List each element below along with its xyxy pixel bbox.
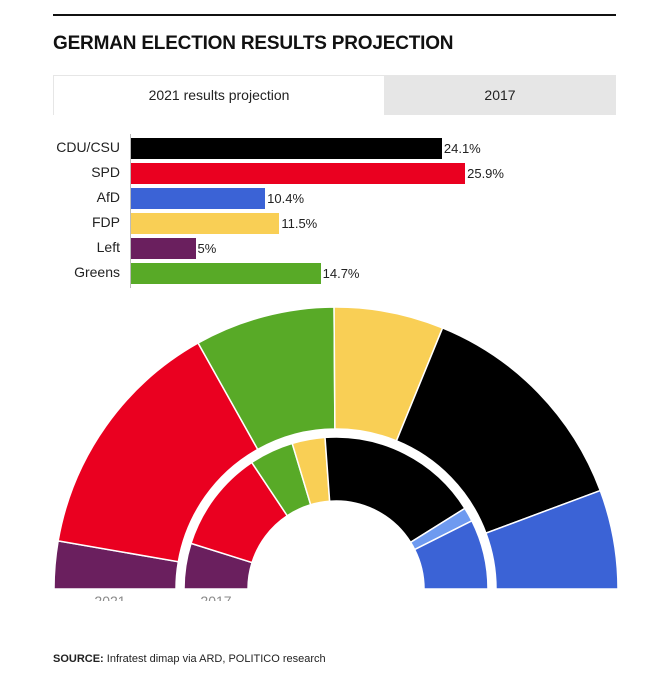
bar (131, 238, 196, 259)
bar-value-label: 10.4% (267, 191, 305, 206)
bar-row: FDP 11.5% (0, 210, 667, 234)
page-title: GERMAN ELECTION RESULTS PROJECTION (53, 33, 454, 54)
tab-bar: 2021 results projection 2017 (53, 75, 616, 115)
hemicycle-segment (413, 519, 489, 590)
bar-row: CDU/CSU 24.1% (0, 135, 667, 159)
bar-row: AfD 10.4% (0, 185, 667, 209)
bar-category-label: Left (96, 239, 120, 255)
top-rule (53, 14, 616, 16)
source-note: SOURCE: Infratest dimap via ARD, POLITIC… (53, 653, 326, 665)
bar-row: Greens 14.7% (0, 260, 667, 284)
bar-category-label: CDU/CSU (56, 139, 120, 155)
tab-2017[interactable]: 2017 (484, 87, 516, 103)
bar (131, 263, 321, 284)
bar-row: SPD 25.9% (0, 160, 667, 184)
bar-row: Left 5% (0, 235, 667, 259)
source-label: SOURCE: (53, 653, 104, 665)
bar (131, 163, 466, 184)
bar-category-label: FDP (92, 214, 120, 230)
bar-category-label: Greens (74, 264, 120, 280)
bar-value-label: 11.5% (281, 216, 318, 231)
bar-category-label: AfD (96, 189, 120, 205)
ring-year-label: 2017 (200, 593, 231, 601)
hemicycle-chart: 2021 2017 (53, 306, 619, 601)
ring-year-label: 2021 (94, 593, 125, 601)
bar-axis-line (130, 134, 131, 288)
bar (131, 213, 280, 234)
source-text: Infratest dimap via ARD, POLITICO resear… (103, 653, 326, 665)
bar (131, 138, 442, 159)
bar-value-label: 5% (197, 241, 217, 256)
bar-value-label: 24.1% (443, 141, 481, 156)
tab-2021-projection[interactable]: 2021 results projection (54, 76, 384, 115)
hemicycle-segment (484, 489, 619, 590)
bar-value-label: 25.9% (467, 166, 504, 181)
bar-chart: CDU/CSU 24.1% SPD 25.9% AfD 10.4% FDP 11.5% Left… (0, 130, 667, 290)
bar (131, 188, 266, 209)
bar-value-label: 14.7% (322, 266, 360, 281)
bar-category-label: SPD (91, 164, 120, 180)
